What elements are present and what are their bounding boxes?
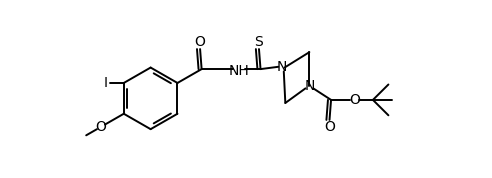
Text: O: O [95, 120, 106, 134]
Text: N: N [304, 79, 314, 93]
Text: NH: NH [228, 64, 249, 78]
Text: I: I [103, 76, 107, 90]
Text: O: O [324, 120, 335, 134]
Text: O: O [349, 93, 360, 107]
Text: O: O [195, 35, 206, 49]
Text: S: S [254, 35, 263, 49]
Text: N: N [277, 60, 287, 74]
